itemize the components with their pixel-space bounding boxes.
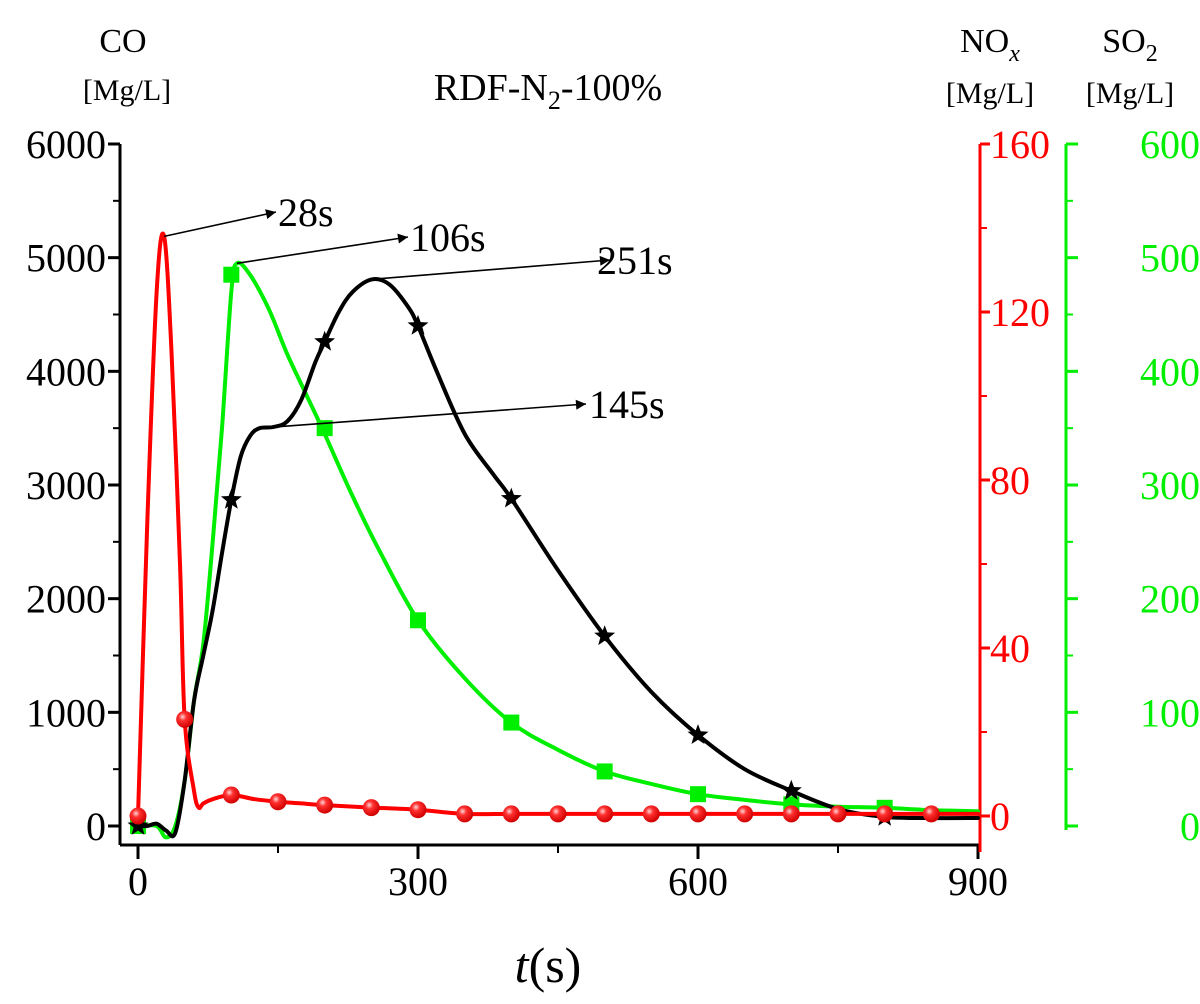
nox-tick-label: 120	[990, 290, 1050, 335]
nox-marker	[549, 805, 567, 823]
co-line	[136, 277, 980, 839]
co-marker	[780, 779, 802, 800]
so2-marker	[503, 714, 520, 731]
chart-title: RDF-N2-100%	[434, 67, 662, 115]
nox-marker	[269, 793, 287, 811]
so2-tick-label: 200	[1140, 577, 1200, 622]
nox-marker	[736, 805, 754, 823]
nox-marker	[829, 805, 847, 823]
annotation-arrow	[372, 255, 611, 281]
so2-axis-title: SO2 [Mg/L]	[1086, 23, 1174, 110]
co-tick-label: 3000	[26, 463, 106, 508]
annotations: 28s 106s 251s 145s	[163, 190, 673, 428]
title-tail: -100%	[561, 67, 662, 109]
annotation-arrow	[163, 209, 277, 238]
nox-marker	[922, 805, 940, 823]
annotation-label: 145s	[589, 382, 665, 427]
so2-tick-label: 600	[1140, 122, 1200, 167]
co-tick-label: 4000	[26, 349, 106, 394]
co-marker	[314, 330, 336, 351]
nox-axis-label: NOx	[960, 23, 1020, 67]
annotation-arrow	[236, 233, 409, 265]
so2-marker	[690, 786, 706, 803]
so2-tick-label: 400	[1140, 349, 1200, 394]
so2-line	[136, 260, 980, 840]
nox-marker	[502, 805, 520, 823]
x-axis-label: t(s)	[515, 937, 582, 993]
co-tick-label: 5000	[26, 236, 106, 281]
nox-axis-title: NOx [Mg/L]	[946, 23, 1034, 110]
nox-tick-label: 0	[990, 794, 1010, 839]
so2-tick-label: 300	[1140, 463, 1200, 508]
co-marker	[407, 314, 429, 335]
so2-marker	[596, 763, 613, 780]
annotation-arrow	[273, 399, 587, 428]
co-tick-label: 6000	[26, 122, 106, 167]
nox-axis-unit: [Mg/L]	[946, 77, 1034, 110]
nox-marker	[782, 805, 800, 823]
peak-annotation: 145s	[273, 382, 665, 428]
series-co	[127, 277, 980, 839]
co-axis-unit: [Mg/L]	[83, 74, 171, 107]
nox-tick-label: 160	[990, 122, 1050, 167]
nox-marker	[456, 805, 474, 823]
title-main: RDF-N	[434, 67, 548, 109]
co-tick-label: 1000	[26, 690, 106, 735]
annotation-label: 28s	[278, 190, 334, 235]
so2-axis-unit: [Mg/L]	[1086, 77, 1174, 110]
peak-annotation: 28s	[163, 190, 334, 238]
so2-tick-label: 100	[1140, 690, 1200, 735]
nox-line	[136, 231, 980, 818]
nox-marker	[642, 805, 660, 823]
nox-tick-label: 40	[990, 626, 1030, 671]
series	[127, 231, 980, 840]
nox-marker	[129, 807, 147, 825]
series-so2	[130, 260, 980, 840]
x-tick-label: 0	[128, 859, 148, 904]
x-tick-label: 600	[668, 859, 728, 904]
so2-tick-label: 500	[1140, 236, 1200, 281]
nox-marker	[362, 799, 380, 817]
co-axis-label: CO	[99, 23, 146, 60]
nox-tick-label: 80	[990, 458, 1030, 503]
nox-marker	[876, 805, 894, 823]
annotation-label: 106s	[410, 215, 486, 260]
annotation-label: 251s	[597, 238, 673, 283]
so2-marker	[223, 266, 240, 283]
nox-marker	[596, 805, 614, 823]
so2-axis-label: SO2	[1102, 23, 1157, 67]
x-tick-label: 900	[948, 859, 1008, 904]
nox-marker	[689, 805, 707, 823]
x-tick-label: 300	[388, 859, 448, 904]
co-tick-label: 0	[86, 804, 106, 849]
co-marker	[127, 815, 149, 835]
co-marker	[594, 625, 616, 646]
peak-annotation: 251s	[372, 238, 673, 283]
so2-tick-label: 0	[1180, 804, 1200, 849]
nox-marker	[409, 801, 427, 819]
series-nox	[129, 231, 980, 825]
co-axis-title: CO [Mg/L]	[83, 23, 171, 107]
nox-marker	[176, 710, 194, 728]
co-marker	[500, 487, 522, 508]
nox-marker	[316, 796, 334, 814]
nox-marker	[222, 786, 240, 804]
so2-marker	[410, 612, 426, 629]
co-tick-label: 2000	[26, 577, 106, 622]
co-marker	[687, 724, 709, 744]
peak-annotation: 106s	[236, 215, 486, 265]
co-marker	[220, 488, 242, 509]
title-subscript: 2	[548, 86, 561, 115]
